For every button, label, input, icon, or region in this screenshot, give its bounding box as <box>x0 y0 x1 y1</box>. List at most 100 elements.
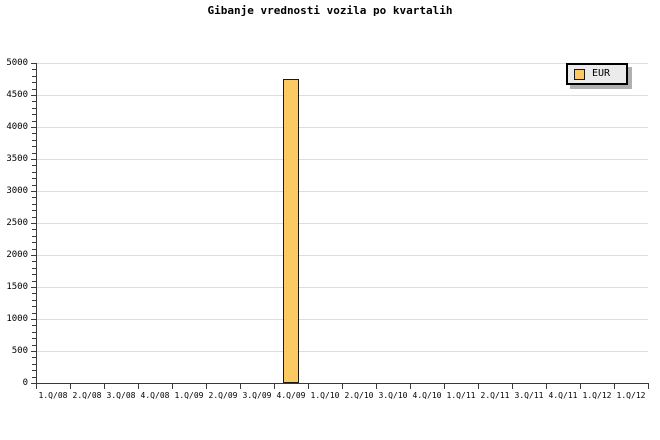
y-axis-minor-tick <box>32 376 36 378</box>
y-axis-tick <box>31 383 36 384</box>
y-axis-minor-tick <box>32 133 36 135</box>
x-axis-label: 4.Q/10 <box>412 391 442 400</box>
x-axis-tick <box>546 384 547 389</box>
y-axis-tick <box>31 95 36 96</box>
chart-legend[interactable]: EUR <box>566 63 628 85</box>
x-axis-tick <box>342 384 343 389</box>
gridline <box>36 351 648 352</box>
y-axis-minor-tick <box>32 203 36 205</box>
y-axis-minor-tick <box>32 267 36 269</box>
y-axis-minor-tick <box>32 312 36 314</box>
y-axis-minor-tick <box>32 146 36 148</box>
y-axis-label: 3500 <box>6 154 28 164</box>
x-axis-tick <box>308 384 309 389</box>
x-axis-label: 1.Q/12 <box>582 391 612 400</box>
y-axis-minor-tick <box>32 107 36 109</box>
y-axis-label: 3000 <box>6 186 28 196</box>
y-axis-label: 1000 <box>6 314 28 324</box>
y-axis-tick <box>31 159 36 160</box>
y-axis-tick <box>31 127 36 128</box>
y-axis-label: 0 <box>22 378 28 388</box>
y-axis-tick <box>31 351 36 352</box>
y-axis-label: 2000 <box>6 250 28 260</box>
y-axis-minor-tick <box>32 184 36 186</box>
y-axis-tick <box>31 223 36 224</box>
y-axis-minor-tick <box>32 280 36 282</box>
y-axis-minor-tick <box>32 152 36 154</box>
x-axis-tick <box>70 384 71 389</box>
x-axis-tick <box>614 384 615 389</box>
y-axis-minor-tick <box>32 114 36 116</box>
y-axis-tick <box>31 191 36 192</box>
y-axis-label: 1500 <box>6 282 28 292</box>
y-axis-minor-tick <box>32 248 36 250</box>
y-axis-minor-tick <box>32 210 36 212</box>
x-axis-tick <box>36 384 37 389</box>
x-axis-tick <box>138 384 139 389</box>
y-axis-minor-tick <box>32 306 36 308</box>
x-axis-label: 4.Q/09 <box>276 391 306 400</box>
y-axis-label: 4000 <box>6 122 28 132</box>
x-axis-label: 1.Q/09 <box>174 391 204 400</box>
x-axis-tick <box>240 384 241 389</box>
x-axis-label: 4.Q/11 <box>548 391 578 400</box>
gridline <box>36 255 648 256</box>
y-axis-minor-tick <box>32 293 36 295</box>
x-axis-tick <box>376 384 377 389</box>
y-axis-minor-tick <box>32 216 36 218</box>
legend-swatch-eur <box>574 68 585 80</box>
y-axis-label: 5000 <box>6 58 28 68</box>
x-axis-tick <box>172 384 173 389</box>
y-axis-label: 2500 <box>6 218 28 228</box>
gridline <box>36 191 648 192</box>
bar[interactable] <box>283 79 299 383</box>
plot-area <box>36 63 648 383</box>
x-axis-tick <box>206 384 207 389</box>
gridline <box>36 95 648 96</box>
x-axis-line <box>36 383 649 384</box>
y-axis-minor-tick <box>32 101 36 103</box>
y-axis-minor-tick <box>32 171 36 173</box>
x-axis-label: 1.Q/11 <box>446 391 476 400</box>
y-axis-line <box>36 63 37 384</box>
y-axis-minor-tick <box>32 242 36 244</box>
gridline <box>36 159 648 160</box>
y-axis-minor-tick <box>32 357 36 359</box>
y-axis-minor-tick <box>32 82 36 84</box>
gridline <box>36 63 648 64</box>
gridline <box>36 223 648 224</box>
y-axis-minor-tick <box>32 363 36 365</box>
x-axis-tick <box>512 384 513 389</box>
y-axis-minor-tick <box>32 344 36 346</box>
gridline <box>36 287 648 288</box>
gridline <box>36 127 648 128</box>
y-axis-tick <box>31 287 36 288</box>
x-axis-label: 1.Q/10 <box>310 391 340 400</box>
y-axis-minor-tick <box>32 178 36 180</box>
x-axis-label: 2.Q/09 <box>208 391 238 400</box>
x-axis-label: 3.Q/11 <box>514 391 544 400</box>
x-axis-tick <box>478 384 479 389</box>
y-axis-minor-tick <box>32 229 36 231</box>
legend-label-eur: EUR <box>592 68 611 79</box>
y-axis-tick <box>31 255 36 256</box>
x-axis-label: 3.Q/10 <box>378 391 408 400</box>
y-axis-minor-tick <box>32 370 36 372</box>
x-axis-label: 1.Q/12 <box>616 391 646 400</box>
y-axis-minor-tick <box>32 75 36 77</box>
y-axis-label: 4500 <box>6 90 28 100</box>
x-axis-tick <box>648 384 649 389</box>
x-axis-label: 1.Q/08 <box>38 391 68 400</box>
y-axis-minor-tick <box>32 331 36 333</box>
x-axis-tick <box>580 384 581 389</box>
y-axis-minor-tick <box>32 69 36 71</box>
y-axis-minor-tick <box>32 120 36 122</box>
y-axis-minor-tick <box>32 235 36 237</box>
x-axis-label: 2.Q/08 <box>72 391 102 400</box>
x-axis-label: 2.Q/10 <box>344 391 374 400</box>
y-axis-tick <box>31 319 36 320</box>
x-axis-label: 3.Q/09 <box>242 391 272 400</box>
gridline <box>36 319 648 320</box>
y-axis-tick <box>31 63 36 64</box>
